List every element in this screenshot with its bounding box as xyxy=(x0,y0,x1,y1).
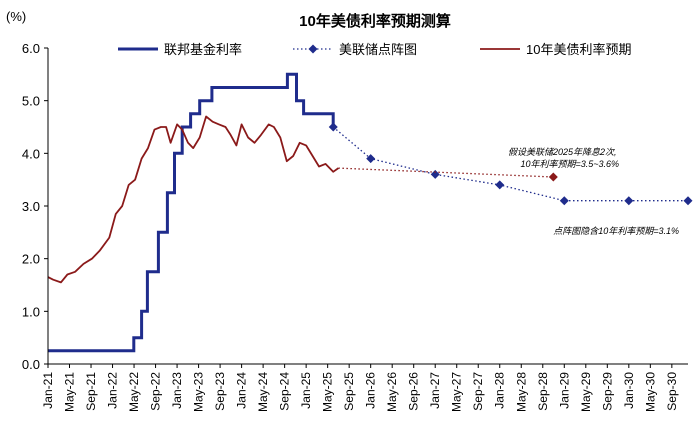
series-fed-funds-rate xyxy=(48,72,335,353)
legend-fed-funds-rate-label: 联邦基金利率 xyxy=(164,42,242,57)
x-tick-label: May-29 xyxy=(579,372,593,412)
axes: 0.0 1.0 2.0 3.0 4.0 5.0 6.0 Jan-21 May-21 Sep-21 J… xyxy=(22,41,688,412)
y-tick-label: 0.0 xyxy=(22,357,40,372)
dot-plot-point xyxy=(495,180,505,190)
x-tick-label: May-25 xyxy=(321,372,335,412)
annotation-rate-cut-line1: 假设美联储2025年降息2次, xyxy=(508,147,617,157)
annotation-rate-cut-line2: 10年利率预期=3.5~3.6% xyxy=(520,159,619,169)
legend-10y-yield-label: 10年美债利率预期 xyxy=(526,42,631,57)
yield-projection-point xyxy=(548,172,558,182)
annotation-dot-plot-line1: 点阵图隐含10年利率预期=3.1% xyxy=(553,226,679,236)
x-tick-label: Sep-27 xyxy=(471,372,485,411)
x-tick-label: May-23 xyxy=(192,372,206,412)
x-tick-label: May-24 xyxy=(256,372,270,412)
legend-dot-plot-marker xyxy=(308,44,318,54)
x-tick-label: Jan-28 xyxy=(493,372,507,409)
x-tick-label: May-26 xyxy=(385,372,399,412)
y-tick-label: 2.0 xyxy=(22,252,40,267)
legend-dot-plot-label: 美联储点阵图 xyxy=(339,42,417,57)
x-tick-label: Jan-30 xyxy=(622,372,636,409)
x-tick-label: Sep-22 xyxy=(149,372,163,411)
dot-plot-point xyxy=(366,154,376,164)
x-tick-label: Sep-21 xyxy=(84,372,98,411)
y-tick-label: 5.0 xyxy=(22,94,40,109)
x-tick-label: Jan-26 xyxy=(364,372,378,409)
legend: 联邦基金利率 美联储点阵图 10年美债利率预期 xyxy=(118,42,631,57)
x-tick-label: Sep-28 xyxy=(536,372,550,411)
x-tick-label: Jan-21 xyxy=(41,372,55,409)
y-axis-label: (%) xyxy=(6,9,26,24)
y-tick-label: 3.0 xyxy=(22,199,40,214)
x-tick-label: May-30 xyxy=(643,372,657,412)
x-tick-label: Sep-25 xyxy=(342,372,356,411)
plot-area xyxy=(47,72,693,353)
x-tick-label: Jan-27 xyxy=(428,372,442,409)
dot-plot-point xyxy=(624,196,634,206)
x-tick-label: Sep-30 xyxy=(665,372,679,411)
annotation-dot-plot: 点阵图隐含10年利率预期=3.1% xyxy=(553,226,679,236)
dot-plot-point xyxy=(559,196,569,206)
x-tick-label: Jan-22 xyxy=(106,372,120,409)
y-tick-label: 4.0 xyxy=(22,146,40,161)
x-tick-label: Sep-29 xyxy=(600,372,614,411)
dot-plot-point xyxy=(430,169,440,179)
series-dot-plot xyxy=(332,126,688,202)
y-tick-label: 1.0 xyxy=(22,304,40,319)
dot-plot-point xyxy=(328,122,338,132)
x-tick-label: Jan-25 xyxy=(299,372,313,409)
x-tick-label: Jan-23 xyxy=(170,372,184,409)
series-10y-yield-extension xyxy=(338,167,554,178)
dot-plot-point xyxy=(683,196,693,206)
x-tick-label: May-28 xyxy=(514,372,528,412)
y-tick-label: 6.0 xyxy=(22,41,40,56)
x-tick-label: Sep-23 xyxy=(213,372,227,411)
series-10y-yield xyxy=(47,115,339,284)
x-tick-label: May-27 xyxy=(450,372,464,412)
x-tick-label: Jan-29 xyxy=(557,372,571,409)
x-tick-label: May-21 xyxy=(63,372,77,412)
x-tick-label: Sep-24 xyxy=(278,372,292,411)
x-tick-label: May-22 xyxy=(127,372,141,412)
chart-title: 10年美债利率预期测算 xyxy=(299,12,451,30)
annotation-rate-cut: 假设美联储2025年降息2次, 10年利率预期=3.5~3.6% xyxy=(508,147,619,169)
x-tick-label: Jan-24 xyxy=(235,372,249,409)
x-tick-label: Sep-26 xyxy=(407,372,421,411)
